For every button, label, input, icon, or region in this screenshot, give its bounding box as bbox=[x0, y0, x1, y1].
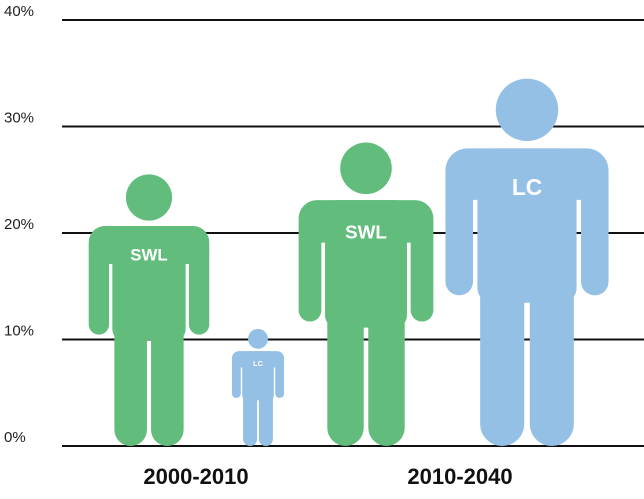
x-tick-label: 2010-2040 bbox=[407, 464, 512, 489]
figure-label: SWL bbox=[345, 222, 387, 243]
figure-shoulders bbox=[445, 148, 609, 200]
figure-label: LC bbox=[512, 174, 542, 200]
person-figure bbox=[231, 328, 285, 446]
figure-leg bbox=[114, 310, 147, 446]
figure-head bbox=[248, 328, 268, 349]
person-figure bbox=[88, 174, 210, 446]
figure-shoulders bbox=[231, 351, 285, 368]
figure-leg bbox=[243, 387, 258, 446]
figure-arm bbox=[188, 239, 210, 335]
figure-label: LC bbox=[253, 359, 263, 368]
y-tick-label: 40% bbox=[4, 3, 34, 20]
person-figure bbox=[445, 78, 609, 446]
y-tick-label: 20% bbox=[4, 216, 34, 233]
figure-leg bbox=[529, 262, 574, 446]
figure-label: SWL bbox=[130, 245, 167, 264]
figure-leg bbox=[258, 387, 273, 446]
figure-head bbox=[340, 142, 392, 195]
figure-leg bbox=[480, 262, 525, 446]
figure-arm bbox=[298, 215, 322, 322]
x-tick-label: 2000-2010 bbox=[143, 464, 248, 489]
y-tick-label: 10% bbox=[4, 322, 34, 339]
figure-shoulders bbox=[298, 200, 434, 243]
figure-leg bbox=[327, 294, 364, 446]
figure-arm bbox=[231, 356, 241, 398]
figure-arm bbox=[410, 215, 434, 322]
figure-head bbox=[495, 78, 559, 142]
figure-head bbox=[125, 174, 173, 221]
figure-leg bbox=[368, 294, 405, 446]
figure-arm bbox=[445, 166, 473, 296]
y-tick-label: 30% bbox=[4, 109, 34, 126]
figure-arm bbox=[88, 239, 110, 335]
figure-arm bbox=[581, 166, 609, 296]
person-figure bbox=[298, 142, 434, 446]
y-tick-label: 0% bbox=[4, 429, 26, 446]
figure-leg bbox=[151, 310, 184, 446]
figure-arm bbox=[275, 356, 285, 398]
figure-shoulders bbox=[88, 226, 210, 265]
